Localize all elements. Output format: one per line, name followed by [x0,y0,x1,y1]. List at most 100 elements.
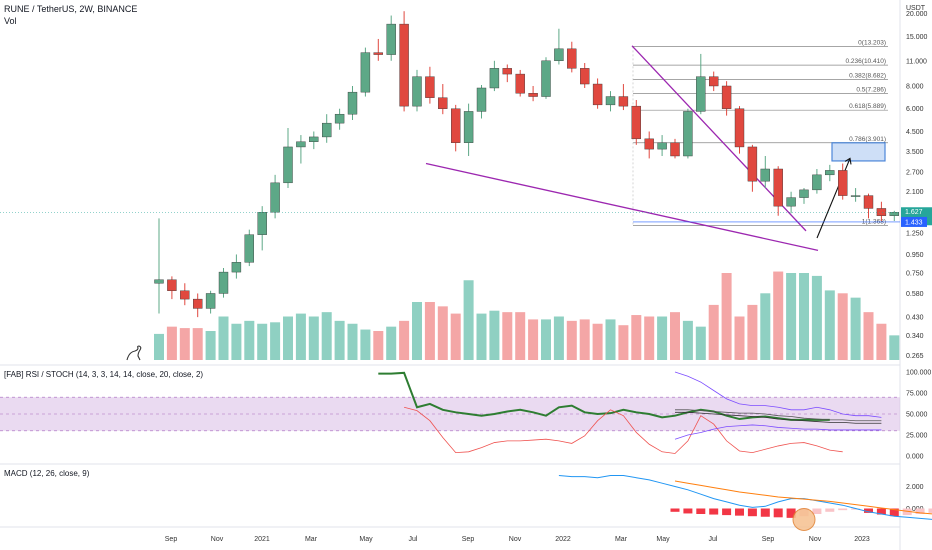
candle-body [889,212,899,216]
candle-body [438,97,448,109]
time-tick-label: Sep [762,536,775,543]
candle-body [541,60,551,97]
rsi-tick-label: 50.000 [906,412,928,419]
price-tick-label: 0.580 [906,291,924,298]
volume-bar [347,323,358,360]
volume-bar [463,280,474,360]
macd-line [558,475,932,520]
candle-body [463,111,474,143]
rsi-pane-label: [FAB] RSI / STOCH (14, 3, 3, 14, 14, clo… [4,370,204,379]
volume-bar [579,319,590,360]
time-tick-label: Nov [509,536,522,543]
candle-body [773,168,783,207]
price-tick-label: 2.700 [906,169,924,176]
macd-histogram-bar [825,508,835,512]
fib-level-label: 0.618(5.889) [849,103,886,110]
time-tick-label: May [359,536,373,543]
fib-level-label: 0(13.203) [858,39,886,46]
candle-body [734,108,745,148]
candle-body [451,108,461,143]
candle-body [799,189,809,198]
volume-bar [786,273,797,360]
volume-bar [773,271,784,360]
candle-body [554,48,564,62]
volume-bar [373,331,384,360]
volume-bar [863,312,874,360]
volume-bar [283,316,293,360]
volume-bar [734,316,745,360]
candle-body [322,122,332,138]
volume-bar [566,320,577,360]
volume-bar [592,323,603,360]
volume-bar [811,275,822,360]
rsi-tick-label: 75.000 [906,391,928,398]
volume-bar [528,319,539,360]
macd-histogram-bar [696,508,706,514]
volume-bar [618,325,629,360]
candle-body [721,85,732,109]
price-tick-label: 3.500 [906,149,924,156]
volume-bar [502,312,513,360]
volume-bar [876,323,887,360]
volume-bar [644,316,655,360]
price-tick-label: 0.340 [906,333,924,340]
volume-bar [360,329,371,360]
candle-body [309,136,319,142]
candle-body [786,197,796,207]
marker-price-value: 1.433 [905,219,923,226]
macd-tick-label: 0.000 [906,506,924,513]
volume-bar [657,316,668,360]
macd-histogram-bar [889,508,899,517]
arrow-head [844,157,852,165]
volume-bar [334,320,345,360]
candle-body [167,279,177,291]
candle-body [412,76,422,107]
volume-bar [424,302,435,360]
macd-histogram-bar [735,508,744,516]
candle-body [270,182,280,213]
volume-bar [412,302,422,360]
candle-body [180,290,190,300]
time-tick-label: Jul [409,536,418,543]
fib-level-label: 0.5(7.286) [856,86,886,93]
volume-bar [386,326,397,360]
price-tick-label: 2.100 [906,189,924,196]
volume-bar [244,320,255,360]
macd-highlight-circle [792,508,816,531]
macd-pane-label: MACD (12, 26, close, 9) [4,469,90,478]
volume-bar [889,335,900,360]
candle-body [580,68,590,85]
price-tick-label: 4.500 [906,129,924,136]
candle-body [850,195,861,197]
macd-histogram-bar [838,508,848,511]
macd-histogram-bar [760,508,770,517]
volume-bar [824,290,835,360]
rsi-tick-label: 25.000 [906,433,928,440]
price-tick-label: 20.000 [906,11,928,18]
candle-body [812,174,822,191]
candle-body [825,170,835,176]
volume-bar [437,306,448,360]
volume-bar [605,319,616,360]
volume-bar [747,304,758,360]
volume-bar [541,319,551,360]
stoch_k-line [403,406,843,454]
time-tick-label: Mar [615,536,628,543]
volume-bar [682,320,693,360]
time-tick-label: Sep [165,536,178,543]
candle-body [876,208,887,216]
macd-histogram-bar [722,508,732,516]
candle-body [605,96,616,106]
volume-bar [476,313,487,360]
volume-bar [308,316,319,360]
volume-bar [850,297,861,360]
candle-body [863,195,874,209]
fib-level-label: 0.786(3.901) [849,136,886,143]
target-zone-box [831,142,886,162]
volume-bar [553,316,564,360]
macd-histogram-bar [670,508,680,512]
candle-body [283,146,293,184]
candle-body [192,298,203,309]
volume-bar [670,312,680,360]
